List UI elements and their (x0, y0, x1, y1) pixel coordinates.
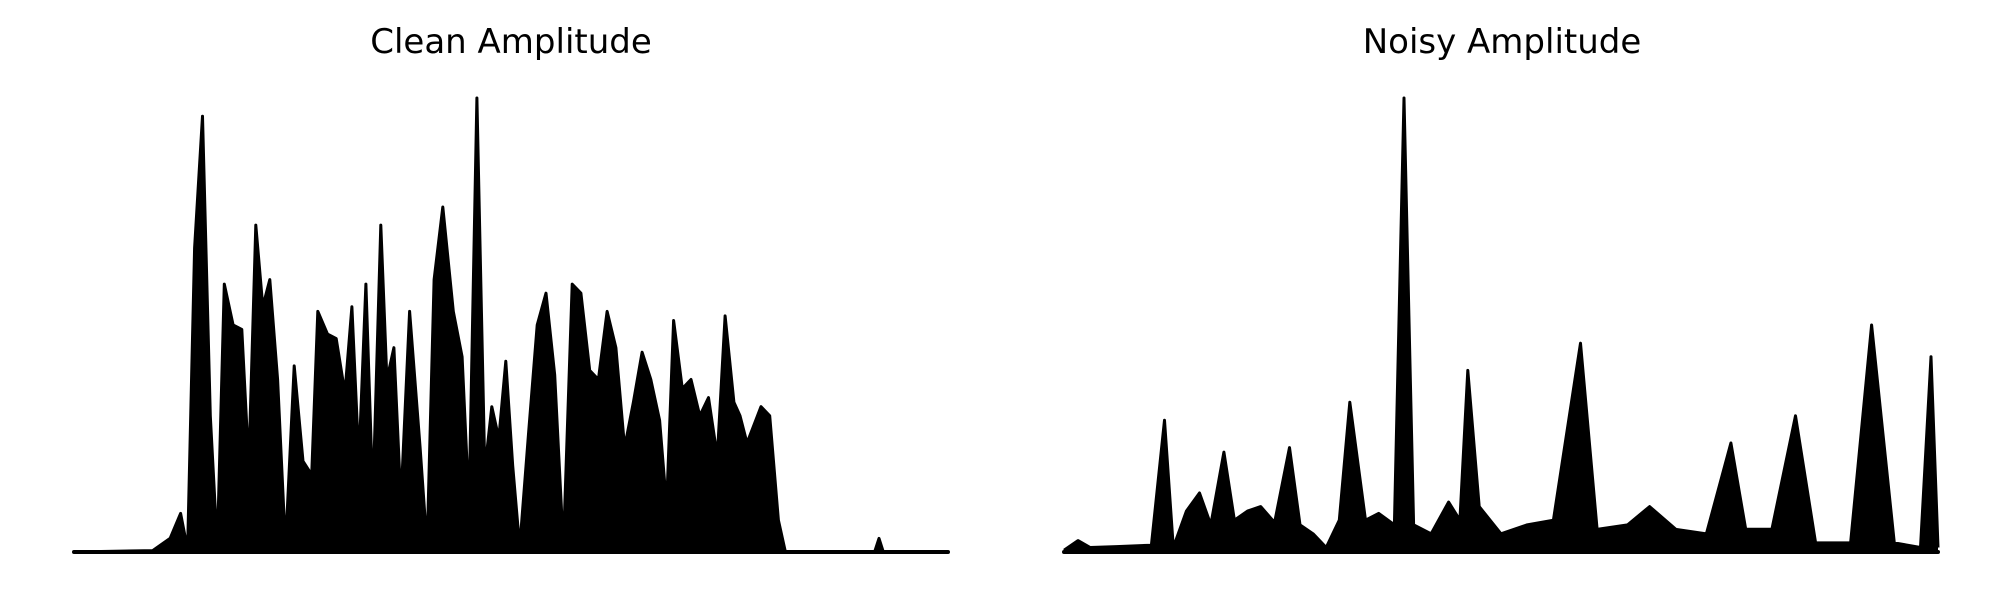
clean-amplitude-trace (73, 96, 948, 554)
clean-amplitude-plot (72, 96, 950, 554)
noisy-amplitude-trace (1063, 96, 1940, 552)
noisy-amplitude-title: Noisy Amplitude (1362, 22, 1642, 62)
clean-amplitude-trace-body (74, 98, 948, 552)
noisy-amplitude-plot (1062, 96, 1940, 554)
clean-amplitude-title: Clean Amplitude (370, 22, 652, 62)
